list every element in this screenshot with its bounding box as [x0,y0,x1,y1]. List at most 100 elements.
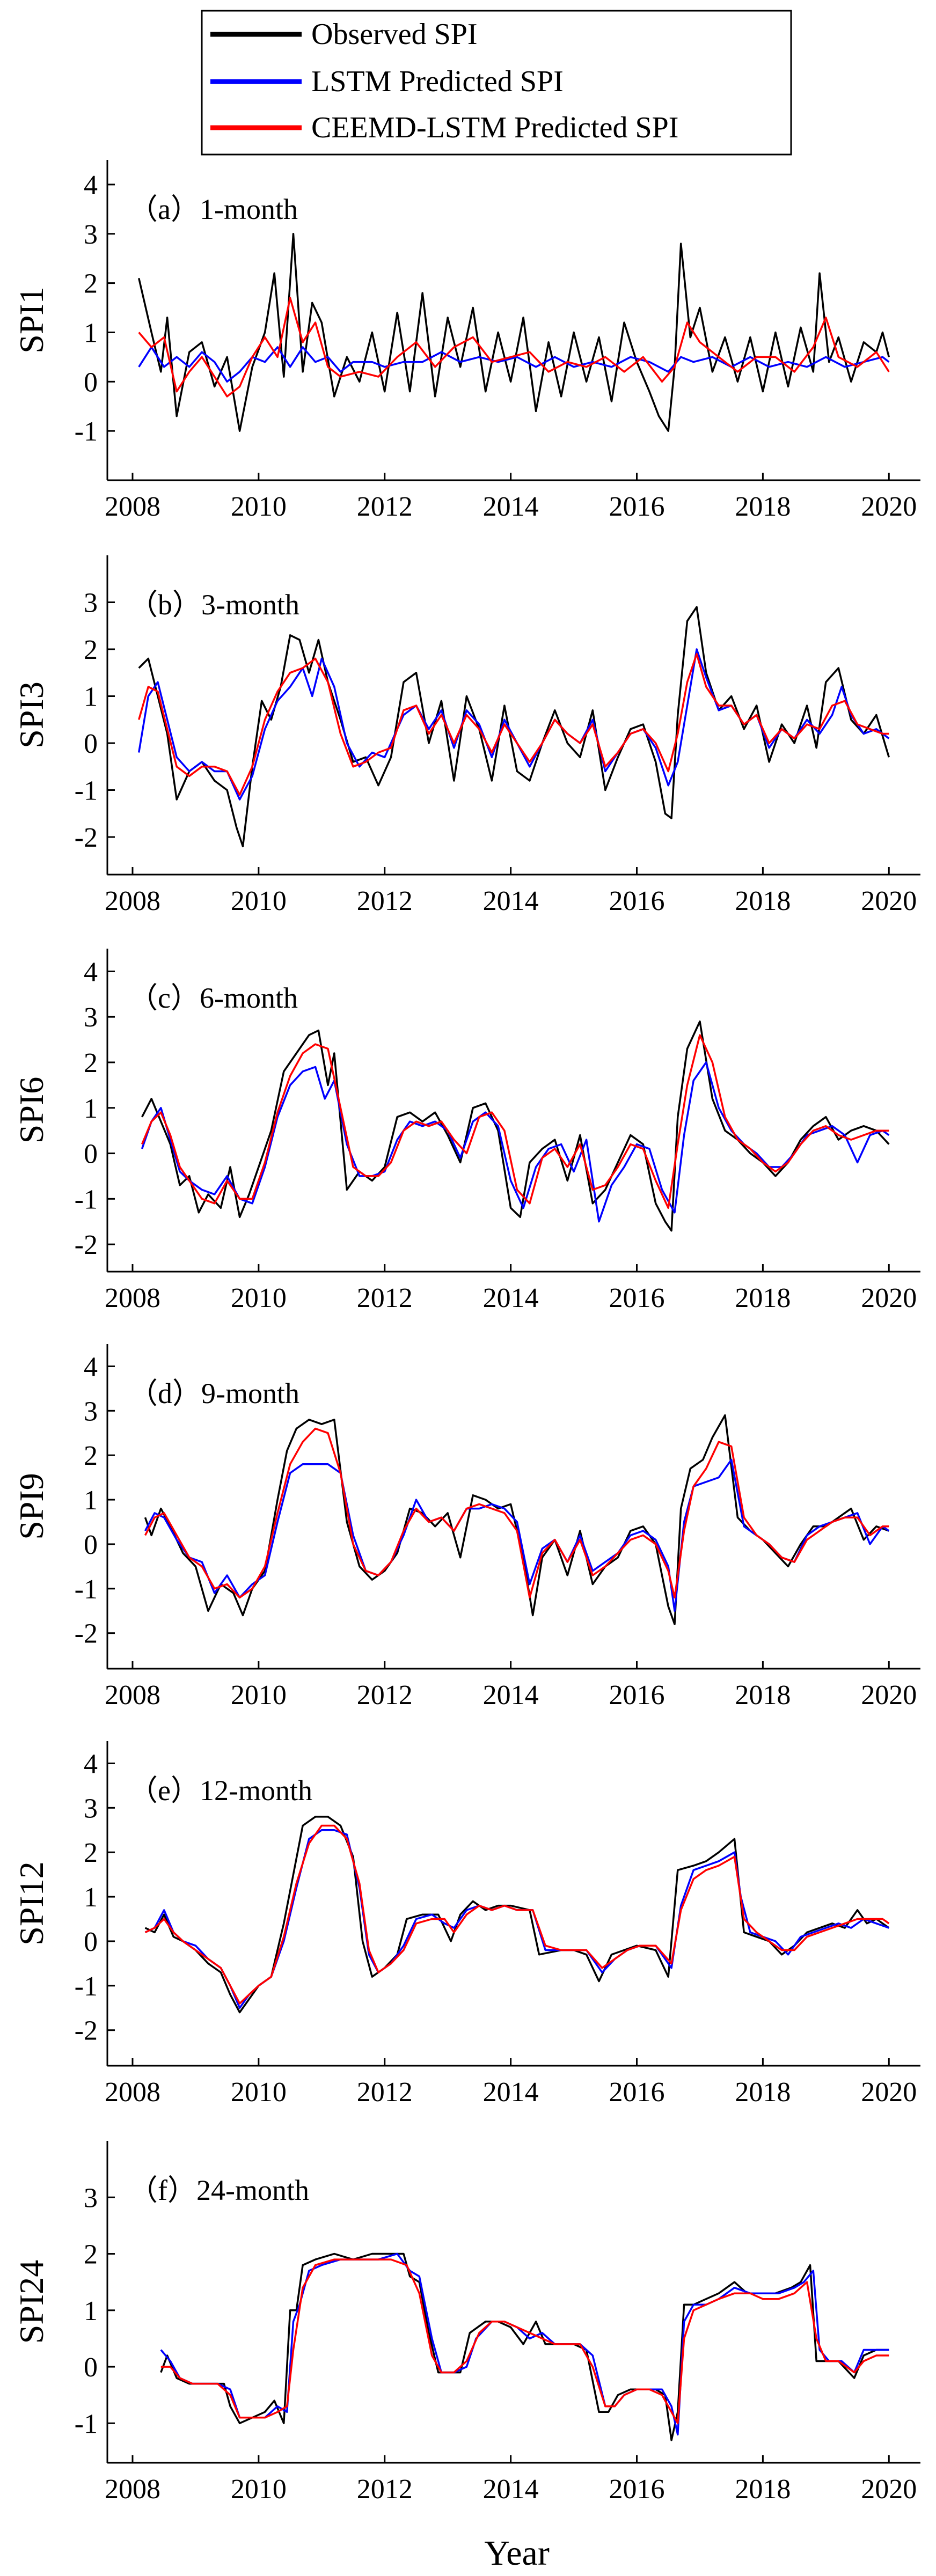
x-tick-label: 2016 [609,1680,665,1711]
y-tick-label: 1 [84,682,98,713]
y-tick-label: 2 [84,635,98,665]
y-tick-label: 0 [84,2352,98,2383]
series-line-ceemd-lstm-predicted-spi [144,1427,889,1599]
y-tick-label: -2 [75,1230,98,1260]
y-tick-label: -2 [75,823,98,853]
x-tick-label: 2010 [231,2077,287,2108]
x-tick-label: 2010 [231,886,287,916]
x-tick-label: 2016 [609,2077,665,2108]
legend-label-ceemd-lstm: CEEMD-LSTM Predicted SPI [311,111,678,144]
x-tick-label: 2014 [483,491,539,522]
y-tick-label: 4 [84,1352,98,1382]
x-tick-label: 2018 [735,1680,791,1711]
y-tick-label: 4 [84,170,98,201]
series-line-observed-spi [137,233,890,432]
y-tick-label: -2 [75,1619,98,1649]
x-tick-label: 2014 [483,2474,539,2505]
y-tick-label: 2 [84,1838,98,1868]
y-tick-label: 0 [84,1139,98,1170]
x-tick-label: 2008 [105,491,160,522]
y-axis-title: SPI12 [12,1861,50,1946]
x-tick-label: 2008 [105,886,160,916]
y-tick-label: 2 [84,2240,98,2270]
legend: Observed SPI LSTM Predicted SPI CEEMD-LS… [201,10,792,156]
x-tick-label: 2010 [231,1283,287,1313]
x-tick-label: 2014 [483,886,539,916]
y-tick-label: 1 [84,1093,98,1124]
x-tick-label: 2012 [357,886,413,916]
y-axis-title: SPI1 [12,287,50,354]
y-tick-label: -1 [75,2409,98,2439]
series-line-ceemd-lstm-predicted-spi [141,1034,889,1209]
x-tick-label: 2010 [231,2474,287,2505]
y-tick-label: 4 [84,1749,98,1779]
y-tick-label: 0 [84,729,98,759]
y-tick-label: -1 [75,1971,98,2002]
y-tick-label: -1 [75,416,98,447]
y-tick-label: 3 [84,1002,98,1033]
y-tick-label: 3 [84,1396,98,1427]
legend-label-lstm: LSTM Predicted SPI [311,65,564,98]
series-line-ceemd-lstm-predicted-spi [138,297,890,398]
series-line-ceemd-lstm-predicted-spi [160,2258,889,2425]
y-tick-label: 2 [84,269,98,299]
x-tick-label: 2016 [609,491,665,522]
y-axis-title: SPI24 [12,2260,50,2344]
series-line-observed-spi [138,606,890,848]
y-tick-label: -1 [75,776,98,806]
x-tick-label: 2012 [357,1283,413,1313]
x-tick-label: 2016 [609,886,665,916]
x-tick-label: 2018 [735,2474,791,2505]
x-tick-label: 2008 [105,2077,160,2108]
y-tick-label: 3 [84,219,98,250]
panel-title: （b）3-month [129,589,299,621]
x-tick-label: 2020 [861,1680,917,1711]
x-tick-label: 2010 [231,491,287,522]
panel-title: （a）1-month [129,193,298,225]
x-tick-label: 2018 [735,2077,791,2108]
x-tick-label: 2008 [105,1283,160,1313]
chart-panel-spi3: -2 -1 0 1 2 3 2008 2010 2012 2014 2016 2018 2020 SPI3… [12,555,920,916]
x-tick-label: 2020 [861,1283,917,1313]
series-line-observed-spi [144,1816,890,2014]
series-line-lstm-predicted-spi [160,2252,889,2436]
y-tick-label: 1 [84,318,98,348]
x-tick-label: 2016 [609,1283,665,1313]
series-line-ceemd-lstm-predicted-spi [144,1824,890,2005]
y-tick-label: 2 [84,1048,98,1078]
panel-title: （d）9-month [129,1377,299,1410]
x-tick-label: 2014 [483,1283,539,1313]
x-tick-label: 2012 [357,1680,413,1711]
x-tick-label: 2020 [861,2474,917,2505]
y-tick-label: -2 [75,2016,98,2046]
x-tick-label: 2020 [861,491,917,522]
y-axis-title: SPI9 [12,1473,50,1540]
x-tick-label: 2010 [231,1680,287,1711]
x-tick-label: 2012 [357,2077,413,2108]
legend-label-observed: Observed SPI [311,18,478,51]
chart-panel-spi9: -2 -1 0 1 2 3 4 2008 2010 2012 2014 2016 2018 2020 SPI… [12,1344,920,1711]
panel-title: （c）6-month [129,982,298,1014]
chart-panel-spi6: -2 -1 0 1 2 3 4 2008 2010 2012 2014 2016 2018 2020 SPI… [12,949,920,1313]
x-tick-label: 2012 [357,491,413,522]
x-tick-label: 2014 [483,1680,539,1711]
y-tick-label: 1 [84,1485,98,1516]
x-tick-label: 2020 [861,2077,917,2108]
x-tick-label: 2012 [357,2474,413,2505]
series-line-lstm-predicted-spi [137,648,890,801]
chart-panel-spi24: -1 0 1 2 3 2008 2010 2012 2014 2016 2018 2020 SPI24 （… [12,2141,920,2505]
y-axis-title: SPI3 [12,681,50,748]
y-tick-label: -1 [75,1184,98,1215]
y-tick-label: 0 [84,1530,98,1560]
series-line-lstm-predicted-spi [141,1061,890,1223]
x-tick-label: 2018 [735,1283,791,1313]
y-tick-label: 0 [84,1927,98,1957]
x-tick-label: 2016 [609,2474,665,2505]
y-tick-label: 3 [84,2183,98,2213]
y-axis-title: SPI6 [12,1077,50,1144]
y-tick-label: 4 [84,957,98,987]
chart-panel-spi12: -2 -1 0 1 2 3 4 2008 2010 2012 2014 2016 2018 2020 SPI… [12,1741,920,2108]
x-tick-label: 2020 [861,886,917,916]
